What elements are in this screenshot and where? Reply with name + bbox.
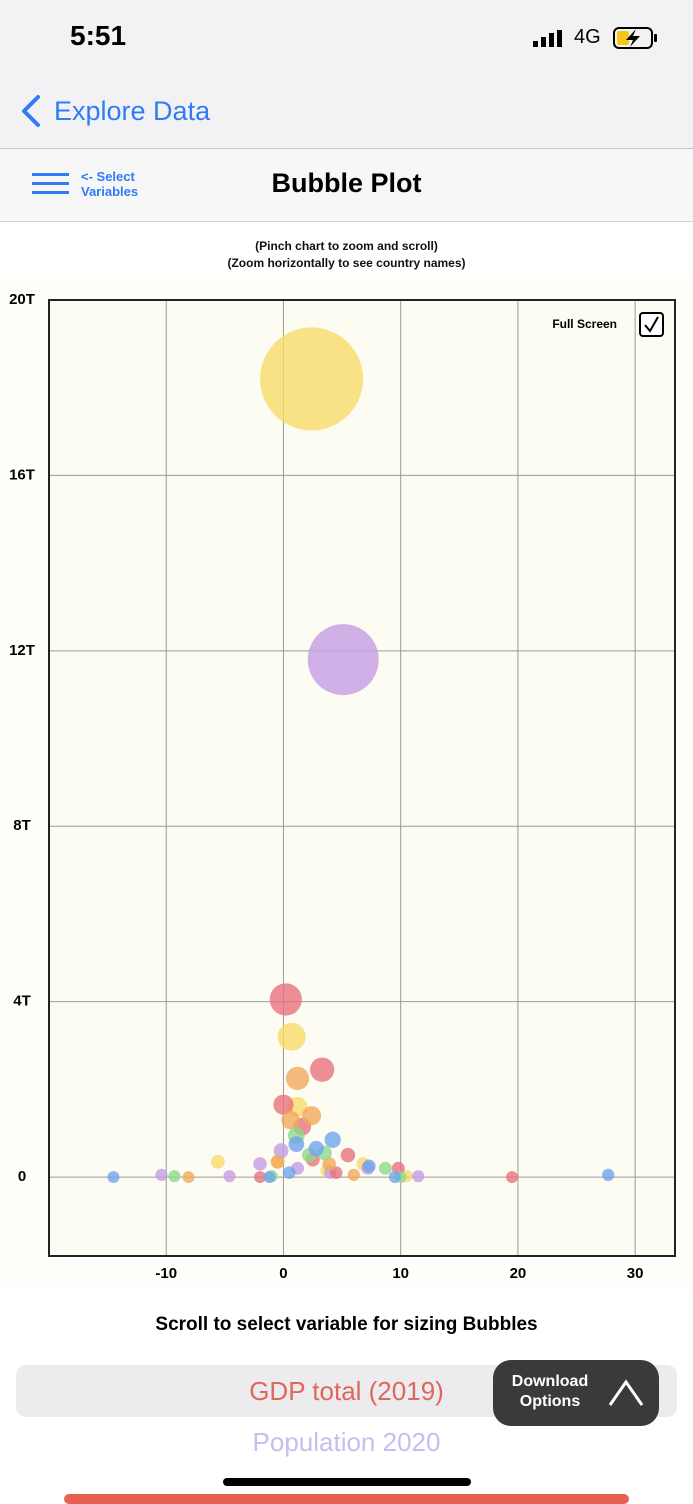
- bubble[interactable]: [412, 1170, 425, 1183]
- status-bar: [0, 0, 693, 75]
- home-indicator: [223, 1478, 471, 1486]
- bubble[interactable]: [388, 1171, 401, 1184]
- hint: (Zoom horizontally to see country names): [227, 256, 466, 270]
- back-icon[interactable]: [18, 94, 44, 128]
- bubble[interactable]: [270, 1154, 285, 1169]
- hint: (Pinch chart to zoom and scroll): [255, 239, 438, 253]
- x-tick-label: 20: [510, 1265, 527, 1282]
- picker-option[interactable]: GDP total (2019): [249, 1376, 444, 1406]
- next-button-edge: [64, 1494, 629, 1504]
- bubble[interactable]: [277, 1022, 306, 1051]
- x-tick-label: 0: [279, 1265, 287, 1282]
- bubble[interactable]: [506, 1171, 519, 1184]
- chevron-up-icon[interactable]: [607, 1378, 645, 1408]
- bubble[interactable]: [281, 1110, 300, 1130]
- bubble[interactable]: [223, 1170, 236, 1183]
- back-button[interactable]: Explore Data: [54, 96, 211, 126]
- bubble[interactable]: [168, 1170, 181, 1183]
- download-label[interactable]: Download Options: [511, 1373, 589, 1410]
- bubble[interactable]: [324, 1131, 341, 1148]
- bubble[interactable]: [263, 1171, 276, 1184]
- bubble[interactable]: [347, 1168, 360, 1181]
- menu-icon[interactable]: [32, 173, 70, 195]
- y-tick-label: 12T: [9, 642, 35, 659]
- bubble-chart[interactable]: Full Screen 0 4T 8T 12T 16T 20T -10 0 10 20 30: [0, 222, 693, 1287]
- bubble[interactable]: [155, 1168, 168, 1181]
- nav-bar: [0, 75, 693, 149]
- download-button[interactable]: [493, 1360, 659, 1426]
- clock: 5:51: [70, 20, 127, 51]
- bubble[interactable]: [322, 1157, 336, 1171]
- bubble[interactable]: [260, 327, 364, 431]
- bubble[interactable]: [288, 1136, 305, 1153]
- bubble[interactable]: [602, 1168, 615, 1181]
- network-type: 4G: [574, 26, 601, 48]
- picker-prompt: Scroll to select variable for sizing Bub…: [155, 1314, 538, 1335]
- bubble[interactable]: [210, 1154, 225, 1169]
- header-bar: [0, 149, 693, 222]
- bubble[interactable]: [269, 983, 302, 1016]
- full-screen-checkbox[interactable]: [639, 312, 664, 337]
- bubble[interactable]: [302, 1106, 322, 1126]
- y-tick-label: 20T: [9, 291, 35, 308]
- bubble[interactable]: [340, 1147, 356, 1163]
- bubble[interactable]: [329, 1166, 343, 1179]
- page-title: Bubble Plot: [271, 168, 422, 198]
- bubble[interactable]: [253, 1157, 267, 1171]
- bubble[interactable]: [254, 1171, 267, 1184]
- bubble[interactable]: [273, 1094, 294, 1115]
- y-tick-label: 0: [18, 1168, 26, 1185]
- bubble[interactable]: [378, 1161, 392, 1175]
- y-tick-label: 4T: [13, 993, 31, 1010]
- bubble[interactable]: [307, 624, 379, 696]
- full-screen-label: Full Screen: [552, 317, 617, 331]
- battery-icon: [613, 27, 657, 49]
- bubble[interactable]: [285, 1066, 310, 1091]
- bubble[interactable]: [283, 1166, 296, 1179]
- y-tick-label: 16T: [9, 466, 35, 483]
- signal-icon: [533, 30, 562, 47]
- x-tick-label: -10: [155, 1265, 177, 1282]
- bubble[interactable]: [273, 1143, 289, 1159]
- x-tick-label: 10: [392, 1265, 409, 1282]
- select-variables-button[interactable]: <- Select Variables: [81, 169, 139, 199]
- bubble[interactable]: [107, 1171, 120, 1184]
- picker-option[interactable]: Population 2020: [252, 1427, 441, 1457]
- plot-area: [49, 300, 675, 1256]
- bubble[interactable]: [310, 1057, 335, 1082]
- plot-border: [48, 299, 676, 1257]
- y-tick-label: 8T: [13, 817, 31, 834]
- bubble[interactable]: [182, 1171, 195, 1184]
- checkmark: [644, 316, 659, 333]
- bubble[interactable]: [362, 1159, 376, 1173]
- bubble[interactable]: [308, 1140, 324, 1157]
- x-tick-label: 30: [627, 1265, 644, 1282]
